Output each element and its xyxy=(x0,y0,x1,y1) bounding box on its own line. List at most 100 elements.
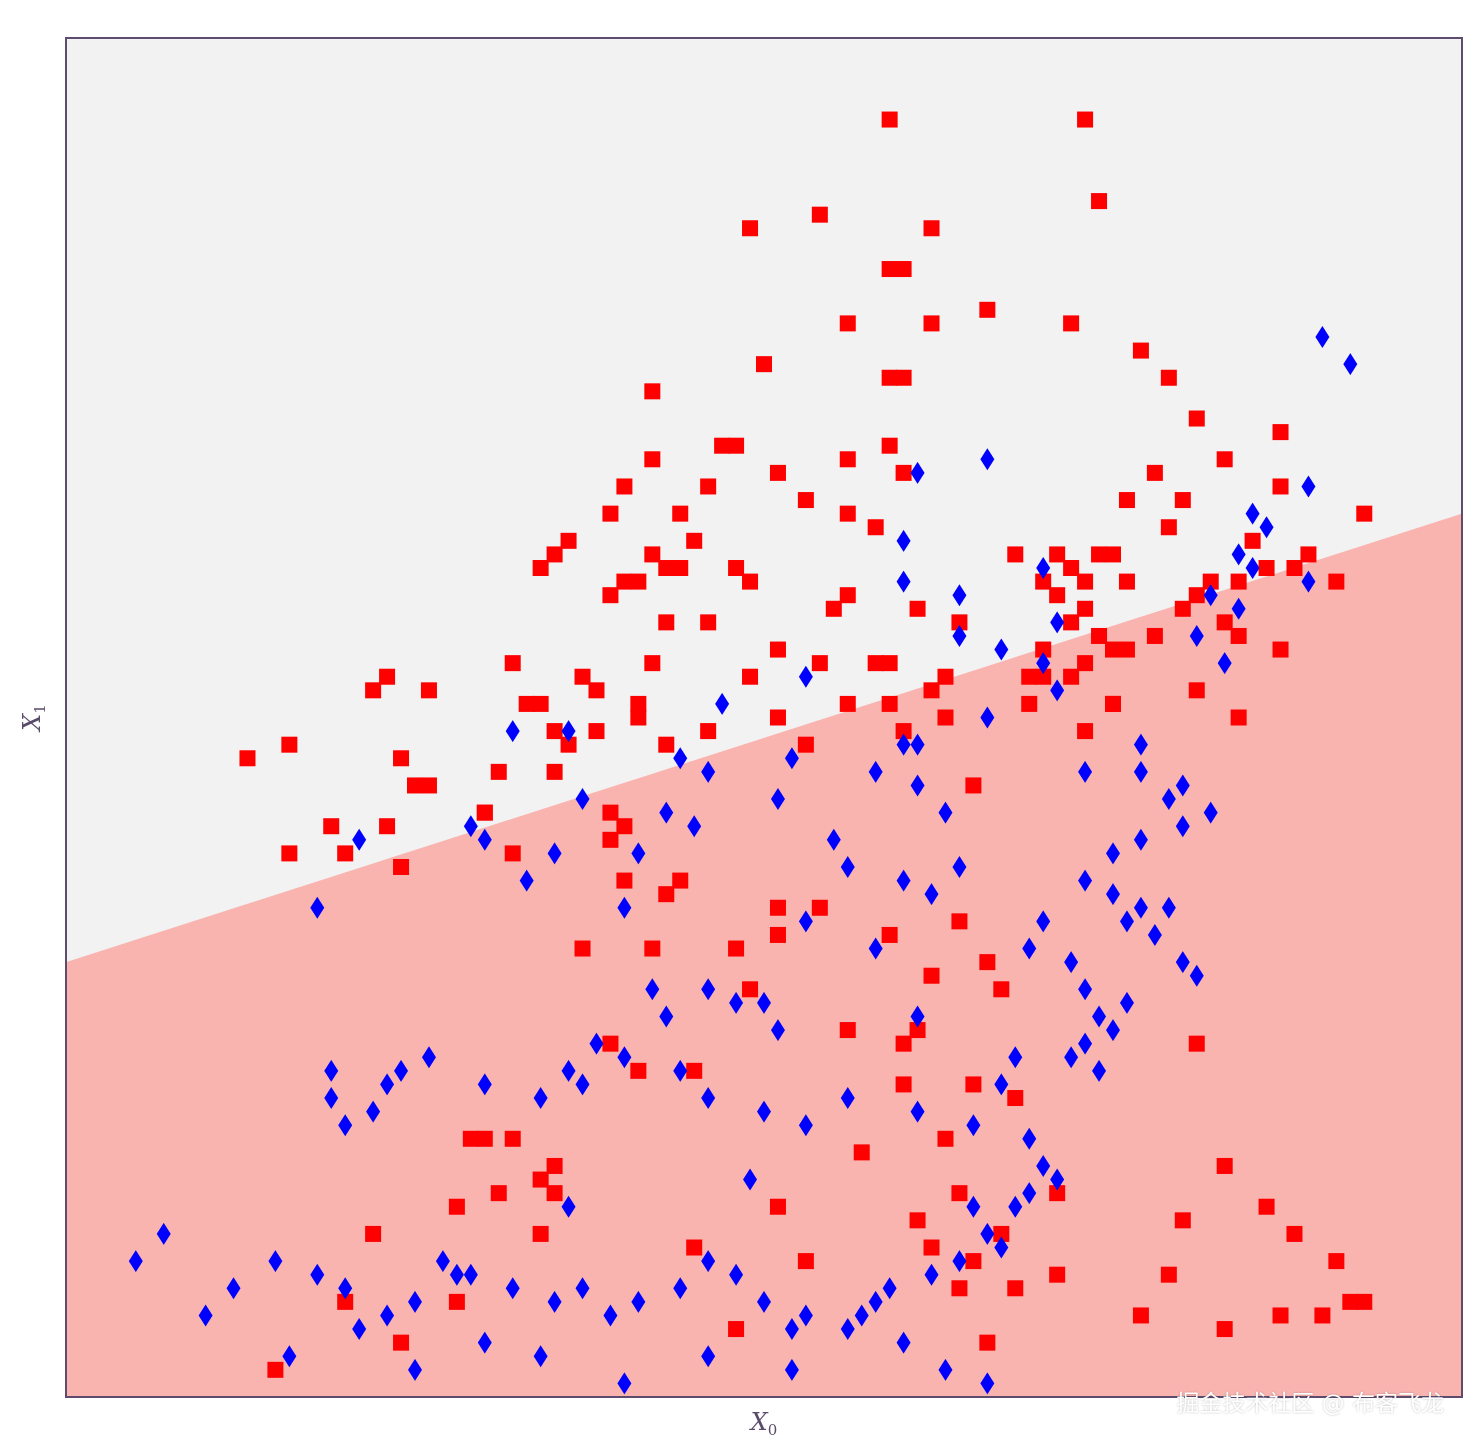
square-marker xyxy=(937,709,954,726)
square-marker xyxy=(797,1253,814,1270)
square-marker xyxy=(1049,587,1066,604)
square-marker xyxy=(895,1035,912,1052)
square-marker xyxy=(811,206,828,223)
square-marker xyxy=(1342,1293,1359,1310)
square-marker xyxy=(1230,627,1247,644)
square-marker xyxy=(616,478,633,495)
square-marker xyxy=(769,464,786,481)
square-marker xyxy=(644,383,661,400)
square-marker xyxy=(630,1062,647,1079)
square-marker xyxy=(909,1022,926,1039)
diamond-marker xyxy=(1231,597,1246,620)
diamond-marker xyxy=(687,815,702,838)
diamond-marker xyxy=(1245,557,1260,580)
diamond-marker xyxy=(701,1345,716,1368)
square-marker xyxy=(393,1334,410,1351)
square-marker xyxy=(546,1157,563,1174)
square-marker xyxy=(742,981,759,998)
square-marker xyxy=(560,736,577,753)
diamond-marker xyxy=(994,1073,1009,1096)
square-marker xyxy=(658,886,675,903)
square-marker xyxy=(616,818,633,835)
square-marker xyxy=(1049,1266,1066,1283)
square-marker xyxy=(700,723,717,740)
square-marker xyxy=(1272,424,1289,441)
square-marker xyxy=(616,573,633,590)
diamond-marker xyxy=(547,1290,562,1313)
square-marker xyxy=(895,261,912,278)
diamond-marker xyxy=(840,855,855,878)
diamond-marker xyxy=(1064,951,1079,974)
square-marker xyxy=(518,695,535,712)
square-marker xyxy=(602,587,619,604)
square-marker xyxy=(895,464,912,481)
diamond-marker xyxy=(729,1263,744,1286)
square-marker xyxy=(853,1144,870,1161)
diamond-marker xyxy=(701,978,716,1001)
diamond-marker xyxy=(784,1318,799,1341)
diamond-marker xyxy=(980,1222,995,1245)
square-marker xyxy=(1286,560,1303,577)
diamond-marker xyxy=(645,978,660,1001)
square-marker xyxy=(644,546,661,563)
square-marker xyxy=(993,1225,1010,1242)
square-marker xyxy=(1077,111,1094,128)
square-marker xyxy=(644,940,661,957)
square-marker xyxy=(686,532,703,549)
diamond-marker xyxy=(128,1250,143,1273)
diamond-marker xyxy=(1036,557,1051,580)
square-marker xyxy=(1091,627,1108,644)
diamond-marker xyxy=(561,720,576,743)
square-marker xyxy=(965,1253,982,1270)
diamond-marker xyxy=(770,1019,785,1042)
diamond-marker xyxy=(798,1114,813,1137)
square-marker xyxy=(490,1185,507,1202)
diamond-marker xyxy=(366,1100,381,1123)
square-marker xyxy=(1328,573,1345,590)
square-marker xyxy=(839,695,856,712)
diamond-marker xyxy=(435,1250,450,1273)
diamond-marker xyxy=(1189,624,1204,647)
square-marker xyxy=(1300,546,1317,563)
square-marker xyxy=(281,845,298,862)
square-marker xyxy=(769,1198,786,1215)
diamond-marker xyxy=(1106,842,1120,865)
square-marker xyxy=(756,356,772,373)
diamond-marker xyxy=(268,1250,283,1273)
lower-region xyxy=(66,513,1462,1397)
square-marker xyxy=(1021,668,1038,685)
square-marker xyxy=(1272,1307,1289,1324)
diamond-marker xyxy=(631,1290,646,1313)
diamond-marker xyxy=(659,801,674,824)
diamond-marker xyxy=(1078,1032,1093,1055)
diamond-marker xyxy=(938,801,953,824)
square-marker xyxy=(1188,587,1205,604)
square-marker xyxy=(1035,573,1052,590)
square-marker xyxy=(1007,1090,1024,1107)
square-marker xyxy=(923,967,940,984)
square-marker xyxy=(881,926,898,943)
diamond-marker xyxy=(408,1290,422,1313)
diamond-marker xyxy=(589,1032,604,1055)
square-marker xyxy=(1314,1307,1331,1324)
diamond-marker xyxy=(701,1250,716,1273)
square-marker xyxy=(407,777,423,794)
square-marker xyxy=(1035,641,1052,658)
square-marker xyxy=(630,695,647,712)
square-marker xyxy=(1118,573,1135,590)
square-marker xyxy=(1105,641,1121,658)
square-marker xyxy=(839,315,856,332)
diamond-marker xyxy=(561,1059,576,1082)
square-marker xyxy=(490,763,507,780)
square-marker xyxy=(644,655,661,672)
square-marker xyxy=(1007,1280,1024,1297)
diamond-marker xyxy=(463,1263,478,1286)
square-marker xyxy=(1272,478,1289,495)
diamond-marker xyxy=(477,828,492,851)
diamond-marker xyxy=(1315,325,1330,348)
square-marker xyxy=(532,695,549,712)
square-marker xyxy=(1188,682,1205,699)
diamond-marker xyxy=(1092,1059,1107,1082)
square-marker xyxy=(909,1212,926,1229)
